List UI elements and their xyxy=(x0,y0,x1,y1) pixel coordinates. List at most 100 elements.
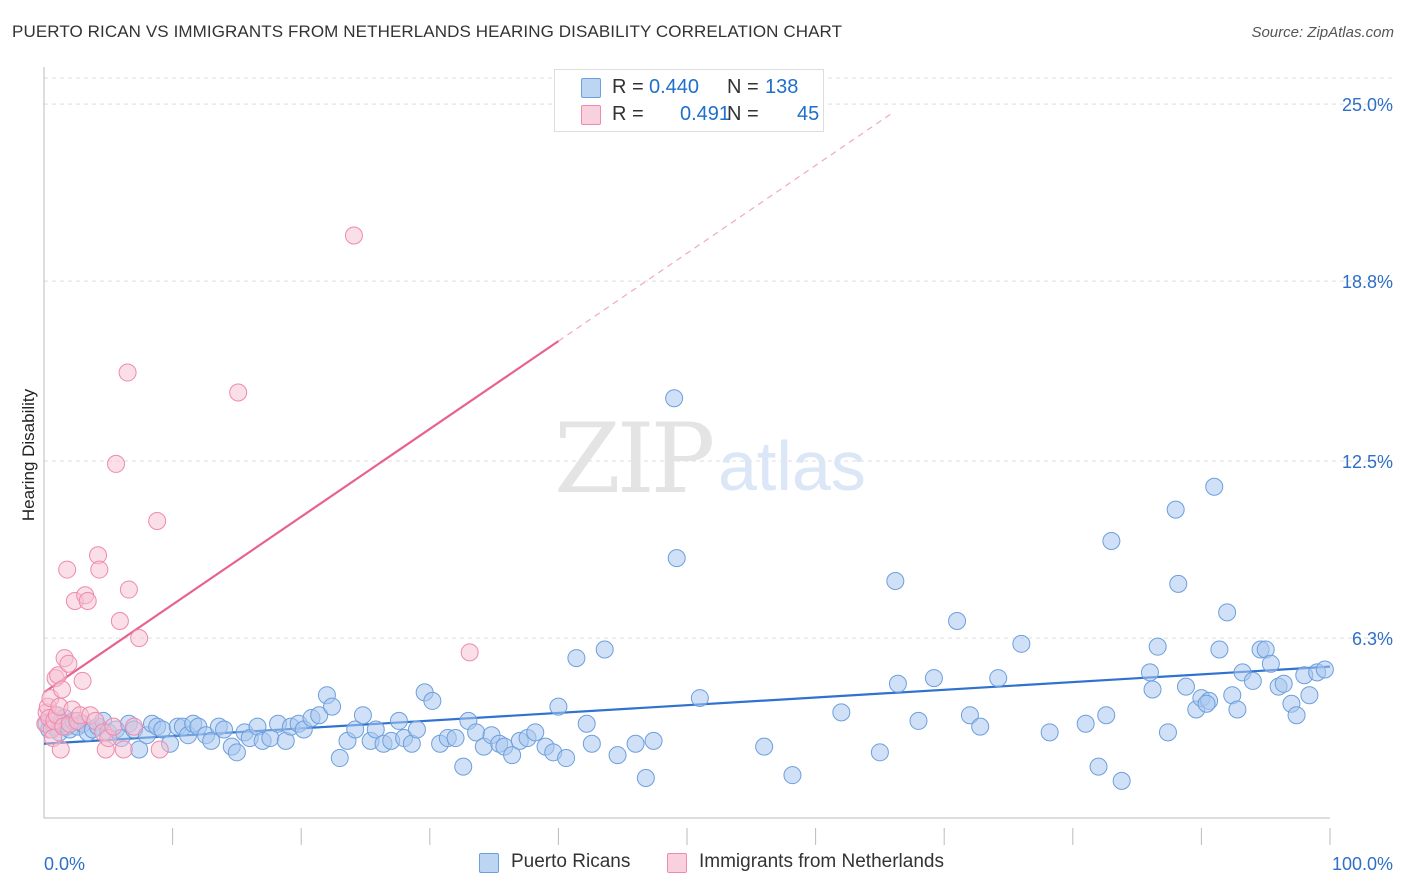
point-netherlands xyxy=(150,740,169,759)
point-puerto-rican xyxy=(549,697,568,716)
point-puerto-rican xyxy=(353,706,372,725)
legend-swatch-pink xyxy=(667,853,687,873)
point-puerto-rican xyxy=(1287,706,1306,725)
point-puerto-rican xyxy=(665,389,684,408)
point-netherlands xyxy=(107,454,126,473)
point-puerto-rican xyxy=(389,711,408,730)
point-puerto-rican xyxy=(1261,654,1280,673)
legend-swatch-blue xyxy=(581,78,601,98)
point-puerto-rican xyxy=(971,717,990,736)
point-puerto-rican xyxy=(1228,700,1247,719)
point-netherlands xyxy=(460,643,479,662)
r-label: R = xyxy=(612,76,644,98)
point-netherlands xyxy=(119,580,138,599)
n-label: N = xyxy=(727,103,759,125)
n-label: N = xyxy=(727,76,759,98)
point-puerto-rican xyxy=(503,746,522,765)
point-puerto-rican xyxy=(526,723,545,742)
y-tick-label: 6.3% xyxy=(1352,629,1393,649)
point-puerto-rican xyxy=(644,731,663,750)
legend-swatch-blue xyxy=(479,853,499,873)
point-puerto-rican xyxy=(1143,680,1162,699)
point-puerto-rican xyxy=(1169,574,1188,593)
point-netherlands xyxy=(51,740,70,759)
point-puerto-rican xyxy=(909,711,928,730)
point-puerto-rican xyxy=(202,731,221,750)
point-netherlands xyxy=(344,226,363,245)
point-puerto-rican xyxy=(1210,640,1229,659)
point-puerto-rican xyxy=(886,571,905,590)
point-puerto-rican xyxy=(595,640,614,659)
trend-line-netherlands xyxy=(43,340,560,694)
x-tick-label: 100.0% xyxy=(1332,854,1393,874)
point-puerto-rican xyxy=(888,674,907,693)
n-value: 45 xyxy=(797,103,820,125)
point-netherlands xyxy=(58,560,77,579)
point-puerto-rican xyxy=(636,769,655,788)
point-puerto-rican xyxy=(1089,757,1108,776)
point-puerto-rican xyxy=(330,749,349,768)
n-value: 138 xyxy=(765,76,799,98)
point-netherlands xyxy=(104,717,123,736)
point-puerto-rican xyxy=(346,720,365,739)
point-puerto-rican xyxy=(1097,706,1116,725)
data-points xyxy=(36,226,1334,790)
trend-extension-netherlands xyxy=(558,112,894,342)
point-netherlands xyxy=(90,560,109,579)
chart-title: PUERTO RICAN VS IMMIGRANTS FROM NETHERLA… xyxy=(12,22,843,41)
watermark-zip: ZIP xyxy=(554,403,713,515)
point-puerto-rican xyxy=(227,743,246,762)
point-netherlands xyxy=(130,629,149,648)
point-puerto-rican xyxy=(1076,714,1095,733)
point-netherlands xyxy=(53,680,72,699)
y-tick-label: 18.8% xyxy=(1342,272,1393,292)
point-netherlands xyxy=(110,611,129,630)
point-puerto-rican xyxy=(1205,477,1224,496)
r-value: 0.440 xyxy=(649,76,700,98)
point-netherlands xyxy=(59,654,78,673)
point-puerto-rican xyxy=(323,697,342,716)
point-netherlands xyxy=(73,671,92,690)
point-puerto-rican xyxy=(690,689,709,708)
point-puerto-rican xyxy=(948,611,967,630)
y-tick-label: 12.5% xyxy=(1342,452,1393,472)
point-puerto-rican xyxy=(446,729,465,748)
point-puerto-rican xyxy=(626,734,645,753)
point-puerto-rican xyxy=(567,649,586,668)
point-puerto-rican xyxy=(366,720,385,739)
point-puerto-rican xyxy=(1102,532,1121,551)
r-value: 0.491 xyxy=(680,103,731,125)
source-credit: Source: ZipAtlas.com xyxy=(1251,24,1394,41)
point-netherlands xyxy=(125,717,144,736)
point-puerto-rican xyxy=(1166,500,1185,519)
point-puerto-rican xyxy=(577,714,596,733)
x-tick-label: 0.0% xyxy=(44,854,85,874)
point-puerto-rican xyxy=(608,746,627,765)
point-puerto-rican xyxy=(423,691,442,710)
legend-swatch-pink xyxy=(581,105,601,125)
r-label: R = xyxy=(612,103,644,125)
point-puerto-rican xyxy=(1197,694,1216,713)
point-puerto-rican xyxy=(310,706,329,725)
tick-labels: 6.3% 12.5% 18.8% 25.0% 0.0% 100.0% xyxy=(44,95,1393,874)
watermark: ZIP atlas xyxy=(554,403,866,515)
point-puerto-rican xyxy=(407,720,426,739)
point-puerto-rican xyxy=(1012,634,1031,653)
point-netherlands xyxy=(78,591,97,610)
point-puerto-rican xyxy=(1176,677,1195,696)
point-netherlands xyxy=(148,512,167,531)
point-puerto-rican xyxy=(1274,674,1293,693)
point-puerto-rican xyxy=(783,766,802,785)
point-puerto-rican xyxy=(1112,771,1131,790)
point-puerto-rican xyxy=(582,734,601,753)
watermark-atlas: atlas xyxy=(718,427,866,505)
point-puerto-rican xyxy=(1040,723,1059,742)
correlation-legend: R = 0.440 N = 138 R = 0.491 N = 45 xyxy=(554,69,824,132)
point-puerto-rican xyxy=(1158,723,1177,742)
point-puerto-rican xyxy=(557,749,576,768)
point-puerto-rican xyxy=(667,549,686,568)
legend-label: Immigrants from Netherlands xyxy=(699,851,944,872)
point-puerto-rican xyxy=(215,720,234,739)
point-puerto-rican xyxy=(755,737,774,756)
